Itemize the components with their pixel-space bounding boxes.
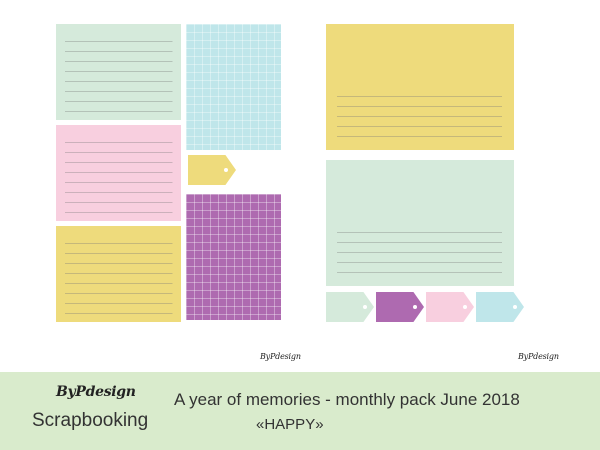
brand-logo: ByPdesign [56,384,136,400]
left-page-watermark: ByPdesign [260,352,301,361]
green-journal-card [326,160,514,286]
brand-subtitle: Scrapbooking [32,410,149,431]
pink-lined-card [56,125,181,221]
blue-grid-card [186,24,281,150]
pack-title: A year of memories - monthly pack June 2… [174,390,520,409]
purple-tag [376,292,424,322]
yellow-tag [188,155,236,185]
footer-banner: ByPdesign Scrapbooking A year of memorie… [0,372,600,450]
green-lined-card [56,24,181,120]
pink-tag [426,292,474,322]
pack-subtitle: «HAPPY» [256,416,324,433]
green-tag [326,292,374,322]
purple-grid-card [186,194,281,320]
yellow-lined-card [56,226,181,322]
yellow-journal-card [326,24,514,150]
blue-tag [476,292,524,322]
right-page-watermark: ByPdesign [518,352,559,361]
